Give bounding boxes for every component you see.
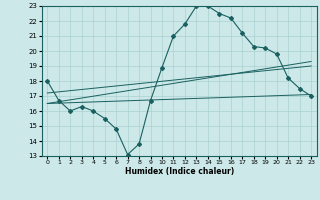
X-axis label: Humidex (Indice chaleur): Humidex (Indice chaleur): [124, 167, 234, 176]
